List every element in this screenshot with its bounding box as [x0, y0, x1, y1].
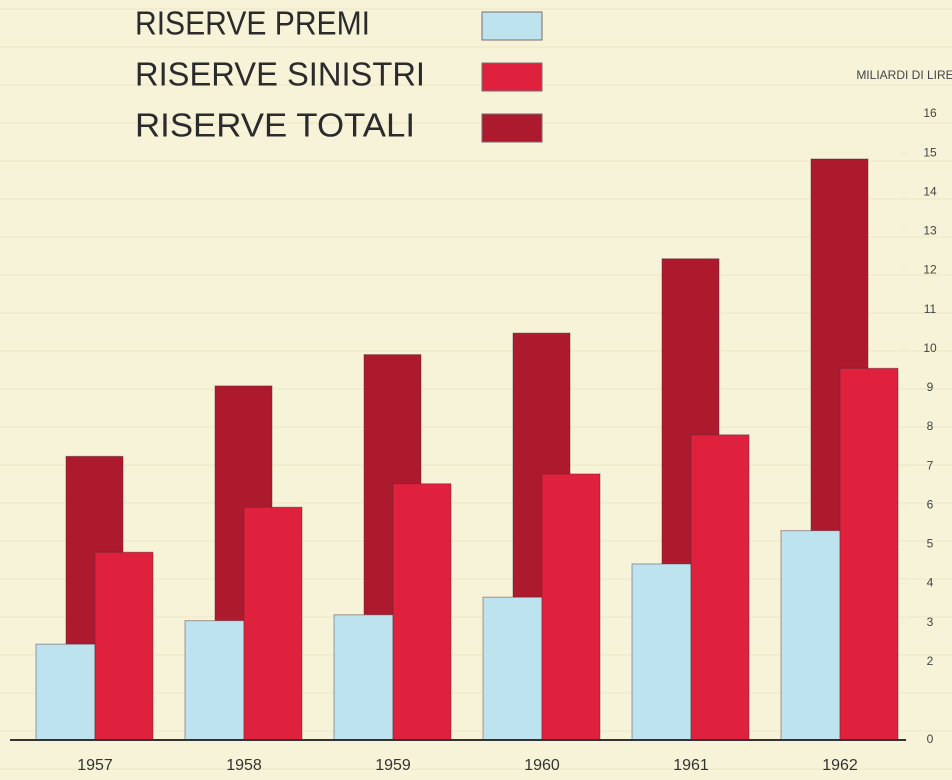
y-tick-label: 10	[923, 341, 937, 355]
bar	[35, 643, 96, 741]
y-tick-label: 13	[923, 224, 937, 238]
y-tick-label: 6	[927, 497, 934, 511]
stripe	[0, 84, 952, 86]
y-tick-label: 4	[927, 576, 934, 590]
y-tick-label: 7	[927, 458, 934, 472]
bar	[839, 367, 899, 741]
y-tick-label: 12	[923, 263, 937, 277]
x-tick-label: 1960	[524, 757, 560, 774]
stripe	[0, 768, 952, 770]
stripe	[0, 426, 952, 428]
bar	[333, 614, 394, 741]
y-axis-label: MILIARDI DI LIRE	[856, 68, 952, 82]
bar	[690, 434, 750, 741]
y-tick-label: 0	[927, 732, 934, 746]
stripe	[0, 464, 952, 466]
stripe	[0, 654, 952, 656]
bar	[631, 563, 692, 741]
y-tick-label: 14	[923, 184, 937, 198]
stripe	[0, 198, 952, 200]
stripe	[0, 350, 952, 352]
x-tick-label: 1958	[226, 757, 262, 774]
stripe	[0, 312, 952, 314]
legend-swatch	[481, 11, 543, 41]
stripe	[0, 122, 952, 124]
y-tick-label: 15	[923, 145, 937, 159]
stripe	[0, 46, 952, 48]
y-tick-label: 11	[924, 302, 937, 316]
stripe	[0, 730, 952, 732]
legend-label: RISERVE PREMI	[135, 5, 370, 42]
bar	[184, 620, 245, 741]
legend-label: RISERVE TOTALI	[135, 107, 415, 144]
bar	[94, 551, 154, 741]
bar	[243, 506, 303, 741]
bar	[780, 530, 841, 741]
y-tick-label: 3	[927, 615, 934, 629]
stripe	[0, 616, 952, 618]
stripe	[0, 692, 952, 694]
stripe	[0, 388, 952, 390]
y-tick-label: 16	[923, 106, 937, 120]
y-tick-label: 2	[927, 654, 934, 668]
stripe	[0, 578, 952, 580]
bar	[392, 483, 452, 741]
bar	[541, 473, 601, 741]
stripe	[0, 502, 952, 504]
x-tick-label: 1959	[375, 757, 411, 774]
x-tick-label: 1957	[77, 757, 113, 774]
bar	[482, 596, 543, 741]
x-tick-label: 1962	[822, 757, 858, 774]
y-tick-label: 8	[927, 419, 934, 433]
legend-swatch	[481, 113, 543, 143]
x-tick-label: 1961	[673, 757, 709, 774]
y-tick-label: 5	[927, 537, 934, 551]
stripe	[0, 540, 952, 542]
stripe	[0, 160, 952, 162]
legend-label: RISERVE SINISTRI	[135, 56, 425, 93]
legend-swatch	[481, 62, 543, 92]
y-tick-label: 9	[927, 380, 934, 394]
stripe	[0, 8, 952, 10]
stripe	[0, 236, 952, 238]
stripe	[0, 274, 952, 276]
